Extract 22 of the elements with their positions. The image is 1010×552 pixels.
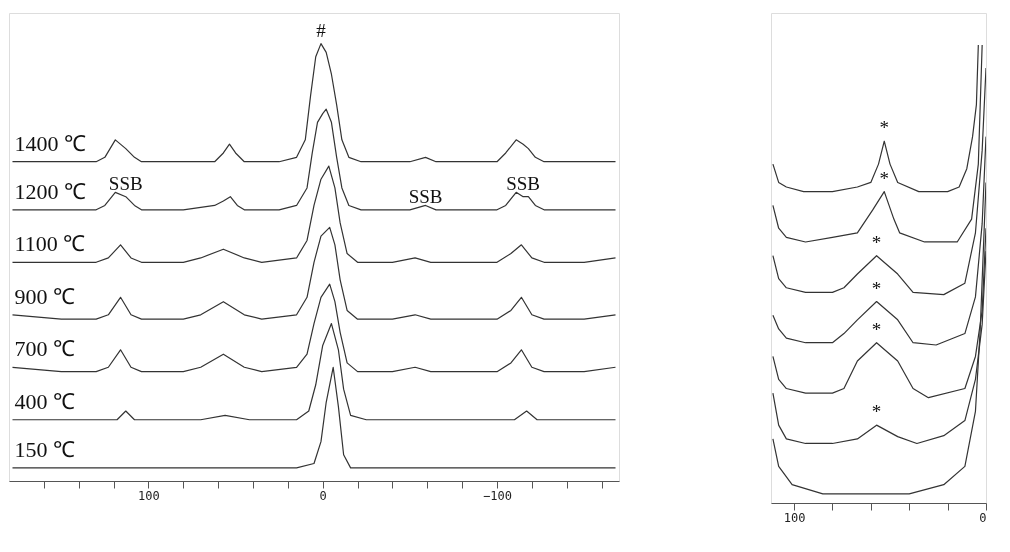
annotation: SSB	[506, 172, 541, 194]
series-label: 1400 ℃	[14, 130, 86, 156]
series-label: 1100 ℃	[14, 231, 86, 257]
series-label: 1200 ℃	[14, 178, 86, 204]
annotation: SSB	[408, 185, 443, 207]
annotation: *	[879, 117, 890, 139]
annotation: *	[871, 401, 882, 423]
annotation: SSB	[108, 172, 143, 194]
annotation: *	[871, 277, 882, 299]
series-label: 400 ℃	[14, 388, 75, 414]
x-tick-label: 100	[138, 488, 160, 503]
annotation: *	[871, 231, 882, 253]
annotation: *	[879, 167, 890, 189]
series-label: 700 ℃	[14, 336, 75, 362]
annotation: *	[871, 318, 882, 340]
annotation: #	[316, 19, 327, 41]
x-tick-label: 100	[783, 510, 806, 525]
x-tick-label: −100	[483, 488, 512, 503]
x-tick-label: 0	[979, 510, 987, 525]
series-label: 150 ℃	[14, 436, 75, 462]
series-label: 900 ℃	[14, 283, 75, 309]
x-tick-label: 0	[319, 488, 327, 503]
